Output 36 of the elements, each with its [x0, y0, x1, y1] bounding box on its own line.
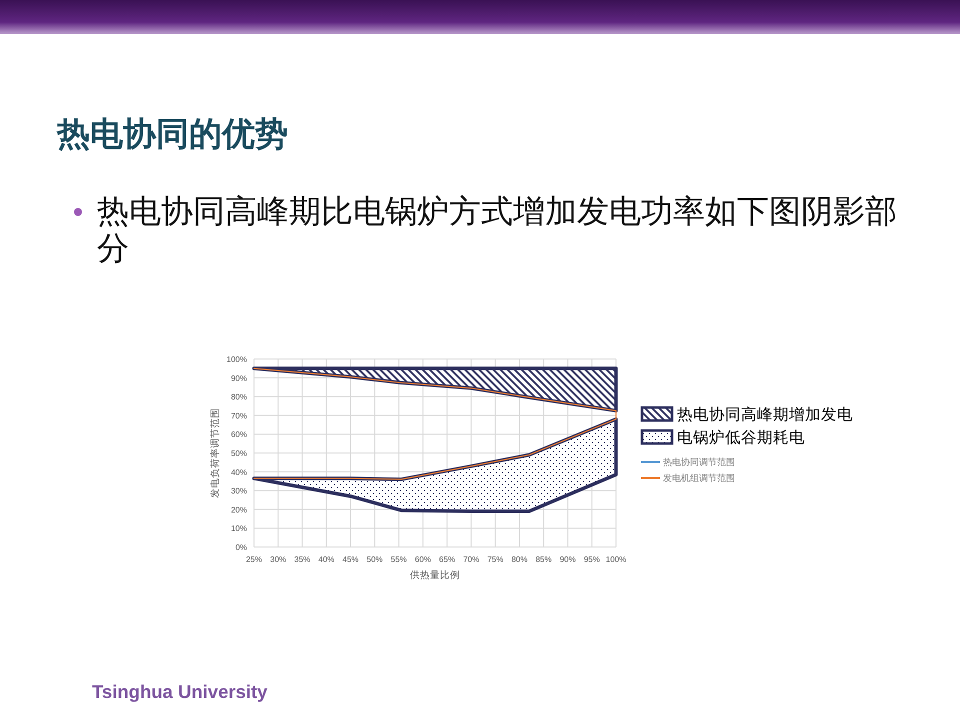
ytick: 20% [230, 505, 247, 514]
ytick: 50% [230, 449, 247, 458]
ytick: 100% [226, 355, 247, 364]
subtitle: 热电协同高峰期比电锅炉方式增加发电功率如下图阴影部分 [97, 193, 898, 267]
xtick: 45% [342, 555, 359, 564]
ytick: 40% [230, 468, 247, 477]
xtick: 95% [584, 555, 600, 564]
legend-label: 电锅炉低谷期耗电 [677, 430, 805, 446]
legend-label: 发电机组调节范围 [663, 473, 735, 483]
ytick: 60% [230, 430, 247, 440]
ylabel: 发电负荷率调节范围 [210, 408, 221, 498]
xtick: 65% [439, 555, 456, 564]
xtick: 85% [536, 555, 552, 564]
xtick: 75% [487, 555, 504, 564]
xtick: 50% [366, 555, 383, 564]
xtick: 30% [270, 555, 286, 564]
xtick: 80% [511, 555, 528, 564]
legend-label: 热电协同高峰期增加发电 [677, 406, 853, 424]
ytick: 30% [230, 486, 247, 496]
legend-label: 热电协同调节范围 [663, 457, 735, 467]
xtick: 100% [606, 555, 626, 564]
ytick: 10% [230, 524, 247, 534]
xlabel: 供热量比例 [410, 570, 460, 581]
xtick: 35% [294, 555, 310, 564]
xtick: 55% [390, 555, 407, 564]
title: 热电协同的优势 [57, 114, 288, 154]
ytick: 70% [230, 411, 247, 420]
xtick: 90% [560, 555, 576, 564]
xtick: 60% [414, 555, 431, 564]
xtick: 70% [463, 555, 480, 564]
annotation: Tsinghua University [92, 681, 268, 703]
ytick: 0% [235, 543, 247, 552]
ytick: 90% [230, 374, 247, 383]
ytick: 80% [230, 392, 247, 402]
xtick: 25% [246, 555, 262, 564]
xtick: 40% [318, 555, 334, 564]
